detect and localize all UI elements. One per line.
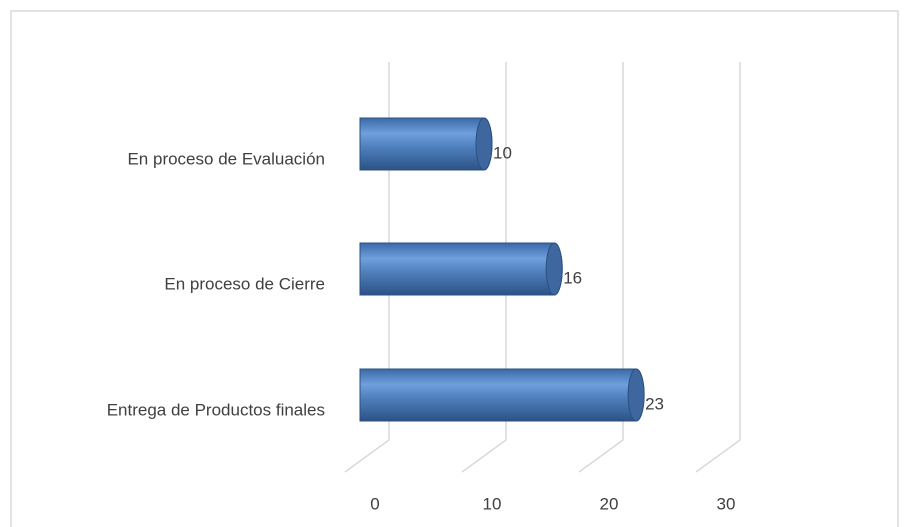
bar (359, 368, 645, 422)
grid-line (578, 62, 624, 473)
x-tick-label: 30 (717, 494, 736, 513)
x-tick-label: 0 (370, 494, 379, 513)
grid-line (461, 62, 507, 473)
data-label: 16 (563, 268, 582, 287)
data-label: 10 (493, 143, 512, 162)
y-tick-label: En proceso de Evaluación (127, 149, 325, 168)
bar (359, 242, 563, 296)
y-tick-label: Entrega de Productos finales (107, 400, 325, 419)
grid-line (695, 62, 741, 473)
y-tick-label: En proceso de Cierre (164, 274, 325, 293)
x-tick-label: 10 (483, 494, 502, 513)
data-label: 23 (645, 394, 664, 413)
x-tick-label: 20 (600, 494, 619, 513)
grid-line (344, 62, 390, 473)
bar (359, 117, 493, 171)
